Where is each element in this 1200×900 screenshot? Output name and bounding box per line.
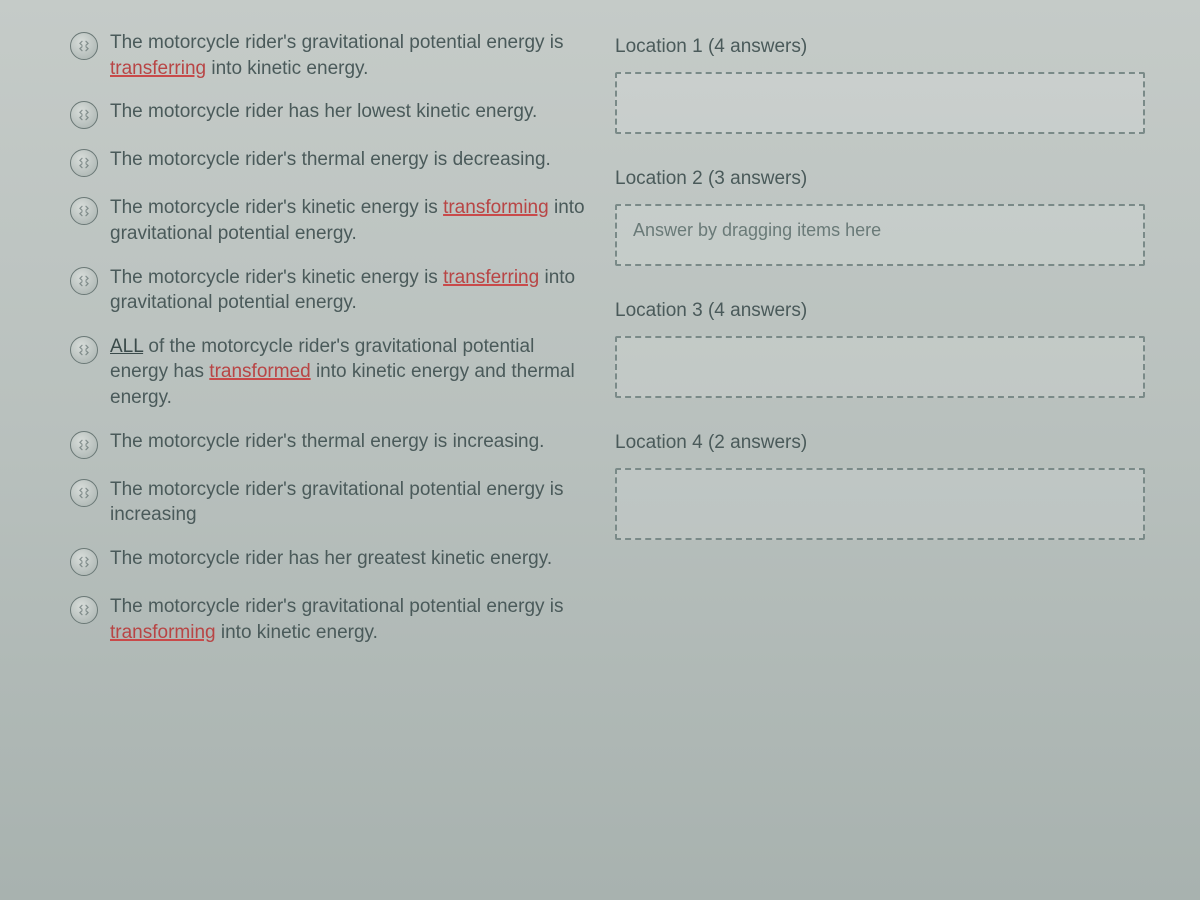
drag-item[interactable]: The motorcycle rider's gravitational pot… [70, 594, 590, 645]
drag-handle-icon[interactable] [70, 596, 98, 624]
drag-item[interactable]: The motorcycle rider's gravitational pot… [70, 477, 590, 528]
drag-handle-icon[interactable] [70, 197, 98, 225]
drag-item[interactable]: The motorcycle rider's thermal energy is… [70, 429, 590, 459]
drop-zones-column: Location 1 (4 answers) Location 2 (3 answ… [615, 30, 1145, 870]
drag-handle-icon[interactable] [70, 479, 98, 507]
drag-item-text: The motorcycle rider's gravitational pot… [110, 30, 590, 81]
drag-item-text: ALL of the motorcycle rider's gravitatio… [110, 334, 590, 411]
drag-item[interactable]: The motorcycle rider's kinetic energy is… [70, 195, 590, 246]
drop-zone-label: Location 3 (4 answers) [615, 300, 1145, 322]
drag-handle-icon[interactable] [70, 149, 98, 177]
drag-item-text: The motorcycle rider's kinetic energy is… [110, 195, 590, 246]
drop-zone[interactable] [615, 336, 1145, 398]
drop-zone-label: Location 1 (4 answers) [615, 36, 1145, 58]
underlined-word: transforming [443, 197, 549, 218]
drag-item-text: The motorcycle rider's thermal energy is… [110, 429, 544, 455]
drag-item-text: The motorcycle rider's gravitational pot… [110, 477, 590, 528]
underlined-word: transformed [209, 361, 310, 382]
drag-item[interactable]: The motorcycle rider's kinetic energy is… [70, 265, 590, 316]
drop-zone[interactable] [615, 468, 1145, 540]
drop-zone[interactable]: Answer by dragging items here [615, 204, 1145, 266]
drop-zone-placeholder: Answer by dragging items here [633, 220, 881, 240]
drag-handle-icon[interactable] [70, 267, 98, 295]
underlined-word: ALL [110, 336, 143, 357]
drag-handle-icon[interactable] [70, 431, 98, 459]
drop-zone[interactable] [615, 72, 1145, 134]
drag-item-text: The motorcycle rider has her lowest kine… [110, 99, 537, 125]
drag-item[interactable]: The motorcycle rider's thermal energy is… [70, 147, 590, 177]
drop-zone-label: Location 2 (3 answers) [615, 168, 1145, 190]
drag-item[interactable]: The motorcycle rider's gravitational pot… [70, 30, 590, 81]
underlined-word: transferring [110, 58, 206, 79]
drag-item-text: The motorcycle rider has her greatest ki… [110, 546, 552, 572]
draggable-items-column: The motorcycle rider's gravitational pot… [70, 30, 590, 870]
drag-item-text: The motorcycle rider's thermal energy is… [110, 147, 551, 173]
underlined-word: transforming [110, 622, 216, 643]
drag-item[interactable]: The motorcycle rider has her greatest ki… [70, 546, 590, 576]
drop-zone-label: Location 4 (2 answers) [615, 432, 1145, 454]
drag-item-text: The motorcycle rider's gravitational pot… [110, 594, 590, 645]
drag-handle-icon[interactable] [70, 336, 98, 364]
drag-handle-icon[interactable] [70, 548, 98, 576]
drag-handle-icon[interactable] [70, 32, 98, 60]
drag-handle-icon[interactable] [70, 101, 98, 129]
drag-item[interactable]: The motorcycle rider has her lowest kine… [70, 99, 590, 129]
underlined-word: transferring [443, 267, 539, 288]
drag-item-text: The motorcycle rider's kinetic energy is… [110, 265, 590, 316]
drag-item[interactable]: ALL of the motorcycle rider's gravitatio… [70, 334, 590, 411]
